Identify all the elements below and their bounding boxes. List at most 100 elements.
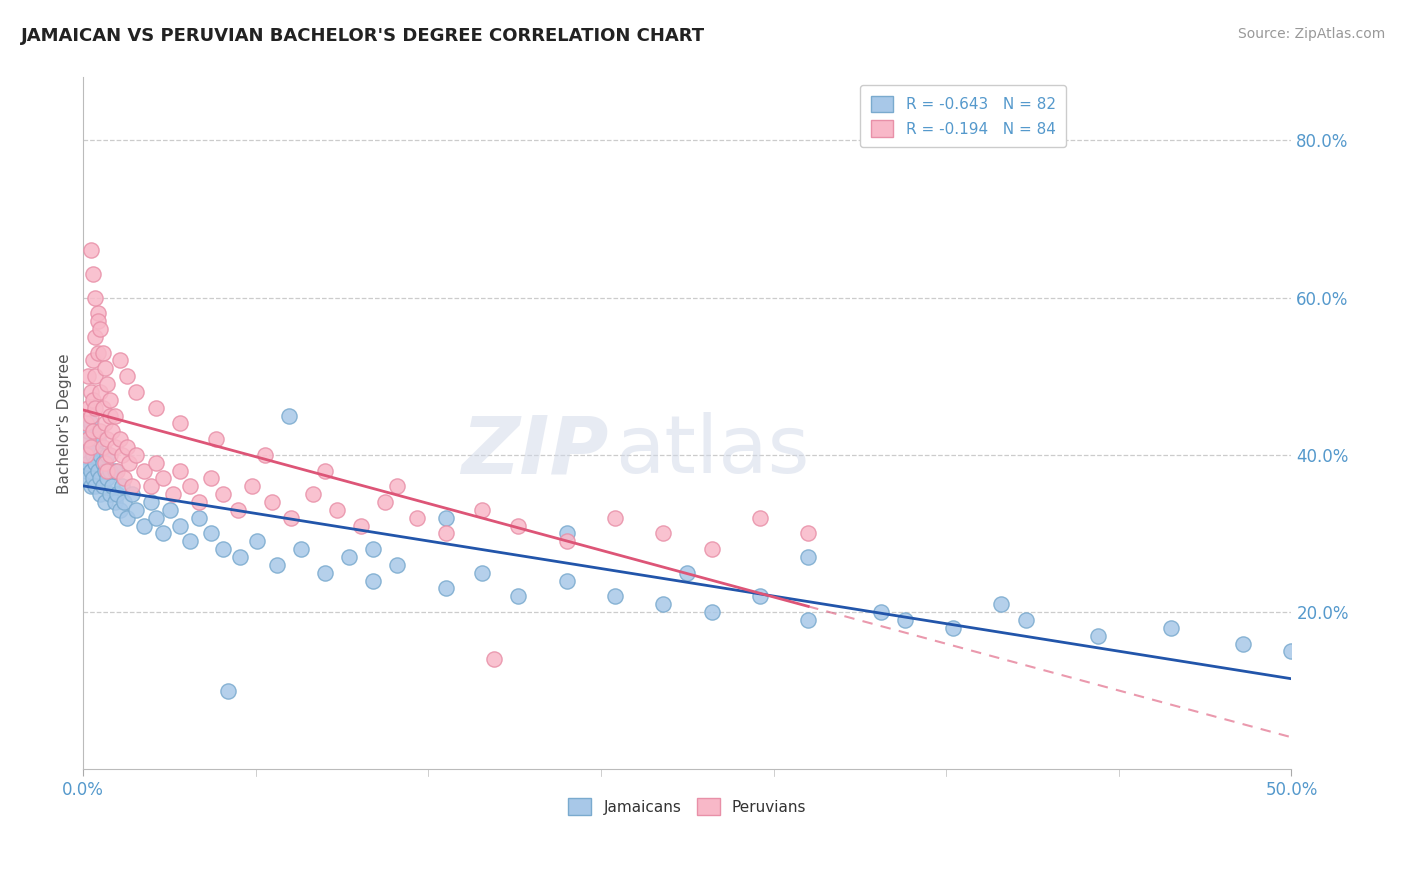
Point [226,503,249,517]
Point [700,542,723,557]
Point [555,534,578,549]
Point [87,464,110,478]
Point [1281,644,1303,658]
Point [555,574,578,588]
Point [159,503,181,517]
Point [894,613,917,627]
Point [302,487,325,501]
Point [337,549,360,564]
Point [91,440,114,454]
Point [91,456,114,470]
Point [89,487,111,501]
Point [125,384,148,399]
Point [84,479,107,493]
Point [121,487,143,501]
Point [314,566,336,580]
Point [869,605,891,619]
Point [152,471,174,485]
Point [434,582,457,596]
Point [108,503,131,517]
Point [75,448,97,462]
Y-axis label: Bachelor's Degree: Bachelor's Degree [58,353,72,493]
Point [200,471,222,485]
Point [91,479,114,493]
Point [77,432,100,446]
Point [94,464,117,478]
Point [96,464,118,478]
Point [79,440,101,454]
Point [508,590,530,604]
Point [96,377,118,392]
Point [361,574,384,588]
Point [280,510,302,524]
Point [118,456,141,470]
Point [104,409,127,423]
Point [105,487,128,501]
Point [111,479,134,493]
Point [96,448,118,462]
Point [1087,629,1109,643]
Point [652,526,675,541]
Point [91,401,114,415]
Point [471,503,494,517]
Point [96,471,118,485]
Point [79,440,101,454]
Text: JAMAICAN VS PERUVIAN BACHELOR'S DEGREE CORRELATION CHART: JAMAICAN VS PERUVIAN BACHELOR'S DEGREE C… [21,27,706,45]
Point [79,417,101,431]
Point [942,621,965,635]
Point [179,479,201,493]
Point [555,526,578,541]
Point [94,495,117,509]
Point [700,605,723,619]
Point [77,432,100,446]
Point [104,464,127,478]
Point [94,361,117,376]
Point [98,392,121,407]
Point [121,479,143,493]
Point [89,424,111,438]
Point [101,479,124,493]
Point [89,448,111,462]
Point [434,510,457,524]
Point [797,526,820,541]
Point [1160,621,1182,635]
Point [1014,613,1036,627]
Point [79,384,101,399]
Point [75,417,97,431]
Point [748,510,770,524]
Point [79,244,101,258]
Point [797,613,820,627]
Point [79,479,101,493]
Point [169,417,191,431]
Point [132,518,155,533]
Point [990,597,1012,611]
Point [212,487,235,501]
Point [139,479,162,493]
Point [96,432,118,446]
Point [387,558,409,572]
Point [145,456,167,470]
Point [361,542,384,557]
Point [212,542,235,557]
Point [260,495,283,509]
Text: atlas: atlas [614,412,810,490]
Point [108,353,131,368]
Point [169,464,191,478]
Point [94,417,117,431]
Point [108,432,131,446]
Point [77,369,100,384]
Point [387,479,409,493]
Point [77,471,100,485]
Point [105,464,128,478]
Point [75,448,97,462]
Point [89,322,111,336]
Point [82,392,104,407]
Point [132,464,155,478]
Point [169,518,191,533]
Point [290,542,312,557]
Point [82,267,104,281]
Point [82,448,104,462]
Point [104,495,127,509]
Point [82,424,104,438]
Point [79,409,101,423]
